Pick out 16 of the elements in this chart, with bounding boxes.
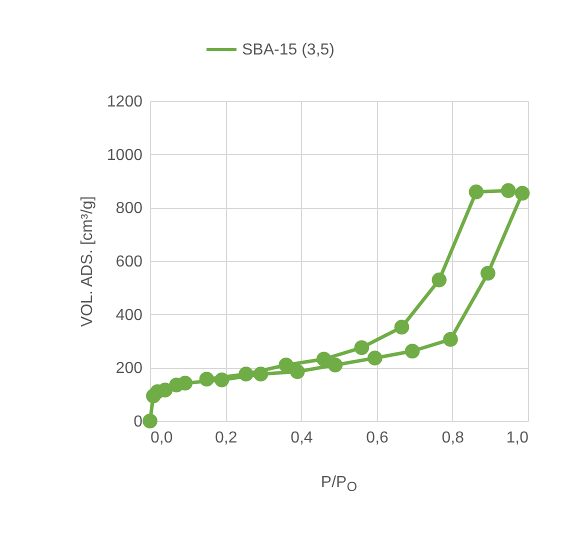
y-tick-label: 800 <box>116 200 143 218</box>
legend-label: SBA-15 (3,5) <box>242 42 334 58</box>
y-tick-label: 1200 <box>106 94 143 110</box>
x-tick-label: 0,8 <box>442 430 464 446</box>
x-tick-label: 1,0 <box>506 430 529 446</box>
x-tick-label: 0,6 <box>366 430 389 446</box>
x-tick-label: 0,4 <box>290 430 313 446</box>
x-tick-label: 0,0 <box>150 430 173 446</box>
x-axis-title: P/P$_{O}$ <box>320 474 358 494</box>
y-axis-title: VOL. ADS. [cm³/g] <box>78 196 96 327</box>
y-tick-label: 1000 <box>106 146 143 164</box>
y-tick-label: 600 <box>116 254 143 270</box>
x-tick-label: 0,2 <box>214 430 238 446</box>
y-tick-label: 400 <box>116 306 143 324</box>
y-tick-label: 0 <box>134 414 143 430</box>
y-tick-label: 200 <box>116 360 143 378</box>
